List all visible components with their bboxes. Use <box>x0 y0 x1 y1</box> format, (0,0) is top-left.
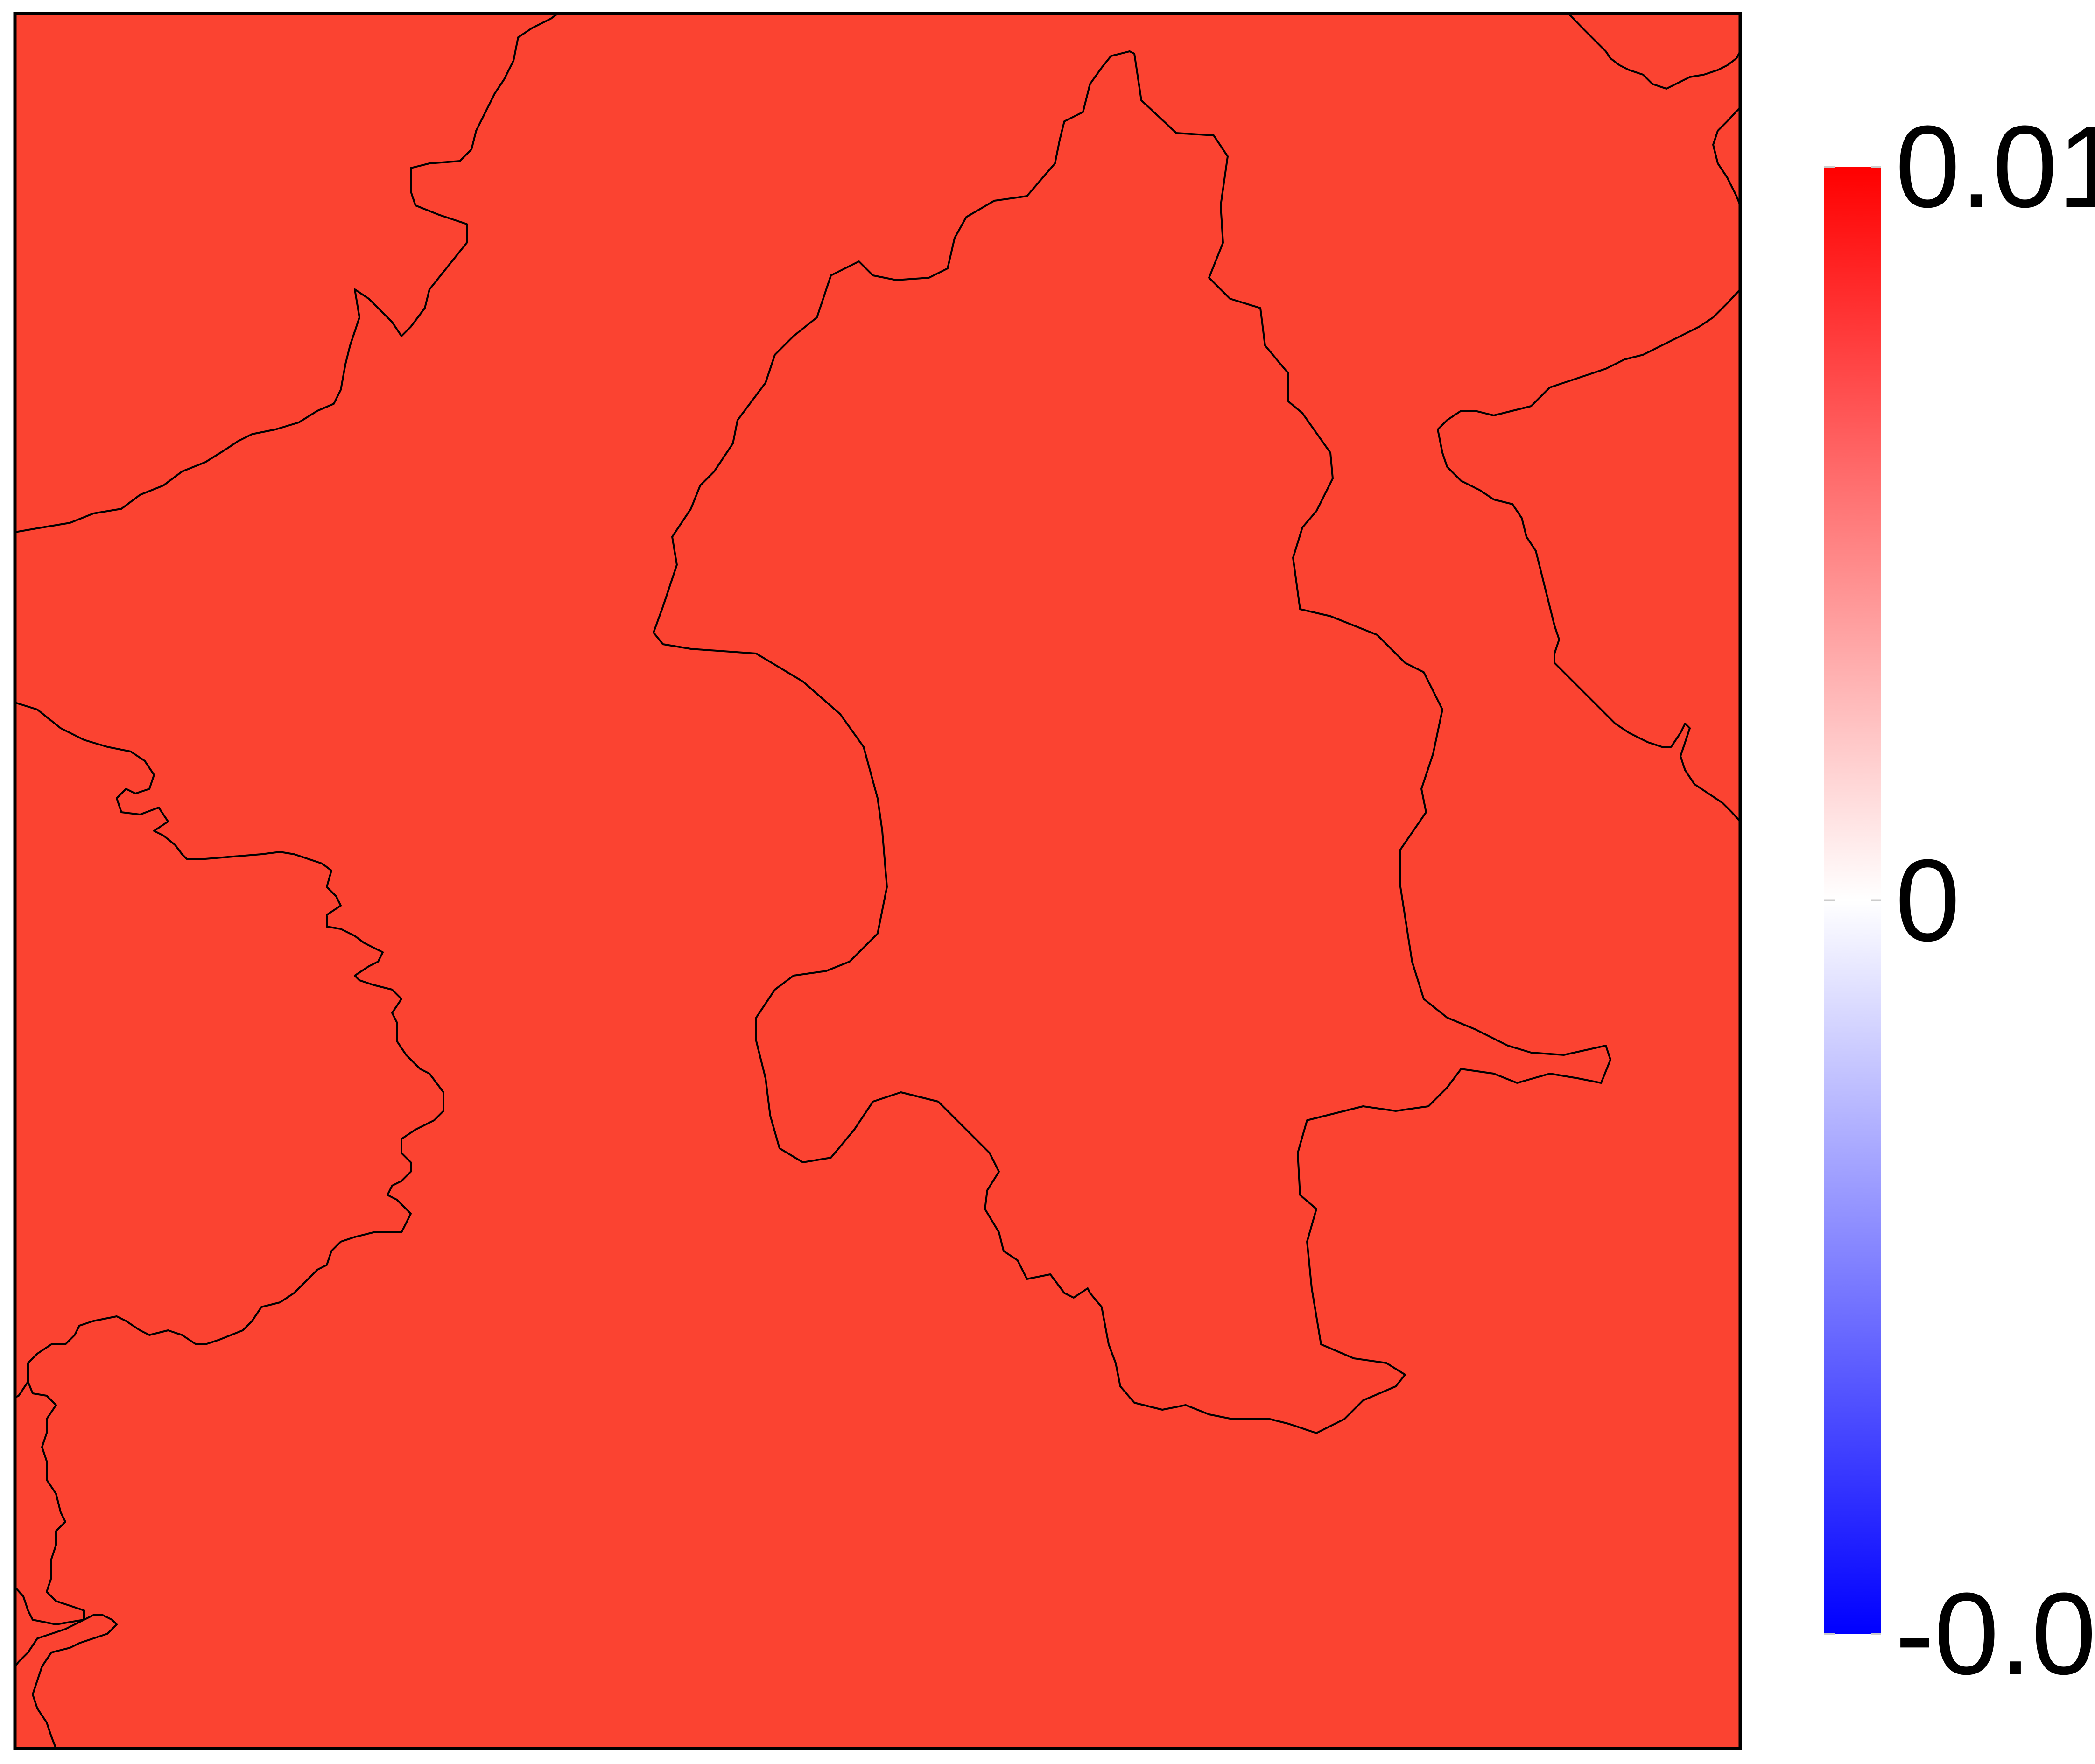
colorbar-tick-label-min: -0.01 <box>1895 1568 2095 1699</box>
colorbar-tick-label-zero: 0 <box>1895 835 1961 965</box>
region-boundary-northwest <box>15 14 559 533</box>
map-data-field <box>15 14 1740 1749</box>
map-frame <box>13 12 1742 1750</box>
region-boundary-east-coast <box>1712 106 1740 206</box>
colorbar-tick-label-max: 0.01 <box>1895 101 2095 232</box>
colorbar-ticks <box>1824 166 1881 1635</box>
region-boundary-southwest <box>15 1381 85 1667</box>
region-boundary-central <box>653 50 1611 1434</box>
region-boundary-west <box>15 702 444 1399</box>
region-boundary-southwest-coast <box>15 1586 118 1749</box>
region-boundary-northeast <box>1568 14 1740 90</box>
region-boundary-east <box>1437 288 1740 822</box>
